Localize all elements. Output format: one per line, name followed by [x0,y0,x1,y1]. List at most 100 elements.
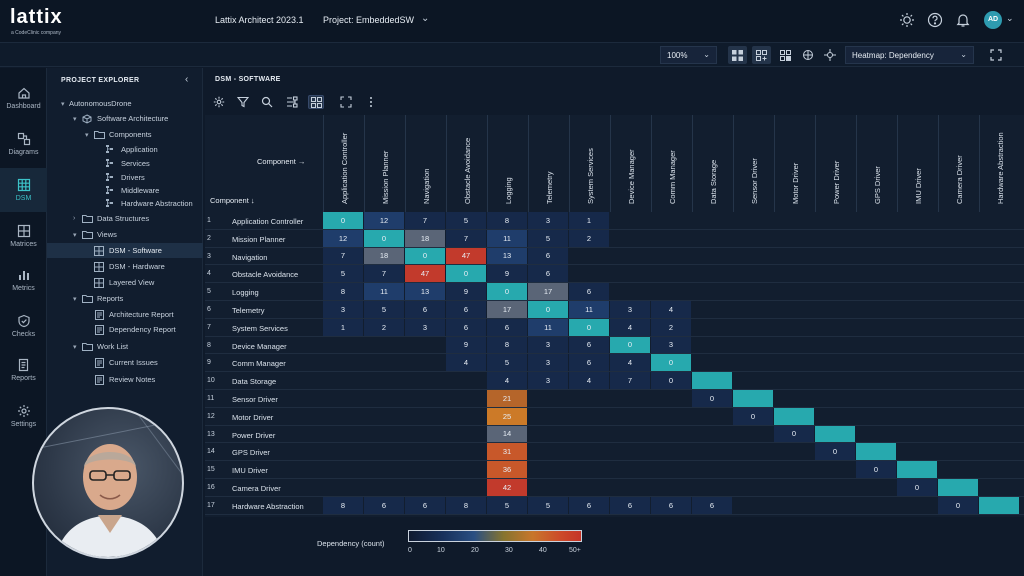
dsm-cell[interactable]: 5 [364,301,404,318]
nav-checks[interactable]: Checks [0,304,47,348]
row-header-label[interactable]: GPS Driver [232,448,270,458]
dsm-cell[interactable]: 17 [487,301,527,318]
dsm-cell[interactable]: 6 [692,496,732,514]
dsm-diagonal-cell[interactable] [692,372,732,389]
dsm-cell[interactable]: 9 [446,283,486,300]
tree-item[interactable]: ▾ Software Architecture [47,111,203,126]
row-header-label[interactable]: Motor Driver [232,412,274,422]
hierarchy-icon[interactable] [284,95,300,109]
tree-item[interactable]: Layered View [47,275,203,290]
dsm-cell[interactable]: 2 [569,229,609,247]
column-header[interactable]: Power Driver [815,115,856,212]
partition-view-button[interactable] [776,46,795,64]
dsm-cell[interactable]: 12 [323,229,363,247]
focus-view-button[interactable] [820,46,839,64]
bell-icon[interactable] [954,11,972,29]
row-header-label[interactable]: System Services [232,323,288,333]
column-header[interactable]: Device Manager [610,115,651,212]
dsm-cell[interactable]: 36 [487,461,527,478]
row-header-label[interactable]: Obstacle Avoidance [232,270,299,280]
tree-item[interactable]: ▾ Views [47,227,203,242]
dsm-cell[interactable]: 5 [528,496,568,514]
dsm-cell[interactable]: 3 [528,354,568,372]
dsm-cell[interactable]: 6 [487,318,527,336]
dsm-diagonal-cell[interactable] [856,443,896,461]
dsm-cell[interactable]: 5 [487,496,527,514]
tree-item[interactable]: ▾ AutonomousDrone [47,96,203,111]
row-header-label[interactable]: Application Controller [232,217,304,226]
dsm-cell[interactable]: 6 [651,496,691,514]
dsm-cell[interactable]: 18 [364,247,404,265]
column-header[interactable]: Comm Manager [651,115,692,212]
dsm-cell[interactable]: 0 [774,425,814,443]
dsm-cell[interactable]: 3 [405,318,445,336]
tree-item[interactable]: Middleware [47,183,203,198]
dsm-cell[interactable]: 6 [528,247,568,265]
dsm-cell[interactable]: 5 [446,212,486,229]
dsm-cell[interactable]: 8 [323,283,363,300]
tree-item[interactable]: Drivers [47,170,203,185]
dsm-diagonal-cell[interactable]: 0 [487,283,527,300]
column-header[interactable]: Camera Driver [938,115,979,212]
nav-reports[interactable]: Reports [0,348,47,392]
tree-item[interactable]: ▾ Components [47,127,203,142]
row-header-label[interactable]: Sensor Driver [232,395,278,404]
dsm-cell[interactable]: 7 [446,229,486,247]
column-header[interactable]: Application Controller [323,115,364,212]
dsm-cell[interactable]: 1 [323,318,363,336]
column-header[interactable]: Navigation [405,115,446,212]
dsm-diagonal-cell[interactable] [938,479,978,496]
dsm-cell[interactable]: 7 [323,247,363,265]
chevron-icon[interactable]: › [73,215,76,222]
dsm-cell[interactable]: 6 [405,301,445,318]
dsm-cell[interactable]: 5 [323,265,363,283]
dsm-cell[interactable]: 6 [446,301,486,318]
dsm-cell[interactable]: 6 [569,354,609,372]
column-header[interactable]: Data Storage [692,115,733,212]
dsm-diagonal-cell[interactable]: 0 [528,301,568,318]
tree-item[interactable]: › Data Structures [47,211,203,226]
dsm-cell[interactable]: 42 [487,479,527,496]
chevron-down-icon[interactable]: ⌄ [421,13,430,24]
column-header[interactable]: Logging [487,115,528,212]
dsm-cell[interactable]: 5 [528,229,568,247]
nav-metrics[interactable]: Metrics [0,258,47,302]
chevron-icon[interactable]: ▾ [61,100,65,108]
nav-diagrams[interactable]: Diagrams [0,122,47,166]
tree-item[interactable]: Application [47,142,203,157]
zoom-select[interactable]: 100% ⌄ [660,46,717,64]
dsm-cell[interactable]: 13 [487,247,527,265]
dsm-cell[interactable]: 6 [569,336,609,354]
dsm-diagonal-cell[interactable]: 0 [323,212,363,229]
column-header[interactable]: Sensor Driver [733,115,774,212]
dsm-cell[interactable]: 11 [364,283,404,300]
dsm-diagonal-cell[interactable] [897,461,937,478]
dsm-cell[interactable]: 0 [651,372,691,389]
column-header[interactable]: Telemetry [528,115,569,212]
row-header-label[interactable]: Device Manager [232,341,287,351]
chevron-icon[interactable]: ▾ [73,295,77,303]
column-header[interactable]: Motor Driver [774,115,815,212]
dsm-cell[interactable]: 6 [610,496,650,514]
dsm-cell[interactable]: 8 [487,212,527,229]
dsm-cell[interactable]: 7 [610,372,650,389]
dsm-diagonal-cell[interactable]: 0 [651,354,691,372]
expand-icon[interactable] [338,95,354,109]
matrix-view-button[interactable] [752,46,771,64]
dsm-cell[interactable]: 8 [323,496,363,514]
dsm-cell[interactable]: 47 [405,265,445,283]
column-header[interactable]: Hardware Abstraction [979,115,1020,212]
tree-item[interactable]: Review Notes [47,372,203,387]
tree-item[interactable]: Hardware Abstraction [47,196,203,211]
row-header-label[interactable]: Mission Planner [232,234,286,244]
chevron-icon[interactable]: ▾ [73,343,77,351]
dsm-cell[interactable]: 14 [487,425,527,443]
dsm-cell[interactable]: 6 [446,318,486,336]
dsm-cell[interactable]: 6 [405,496,445,514]
dsm-cell[interactable]: 1 [569,212,609,229]
column-header[interactable]: GPS Driver [856,115,897,212]
column-header[interactable]: System Services [569,115,610,212]
dsm-cell[interactable]: 9 [446,336,486,354]
dsm-cell[interactable]: 6 [569,283,609,300]
dsm-cell[interactable]: 2 [651,318,691,336]
